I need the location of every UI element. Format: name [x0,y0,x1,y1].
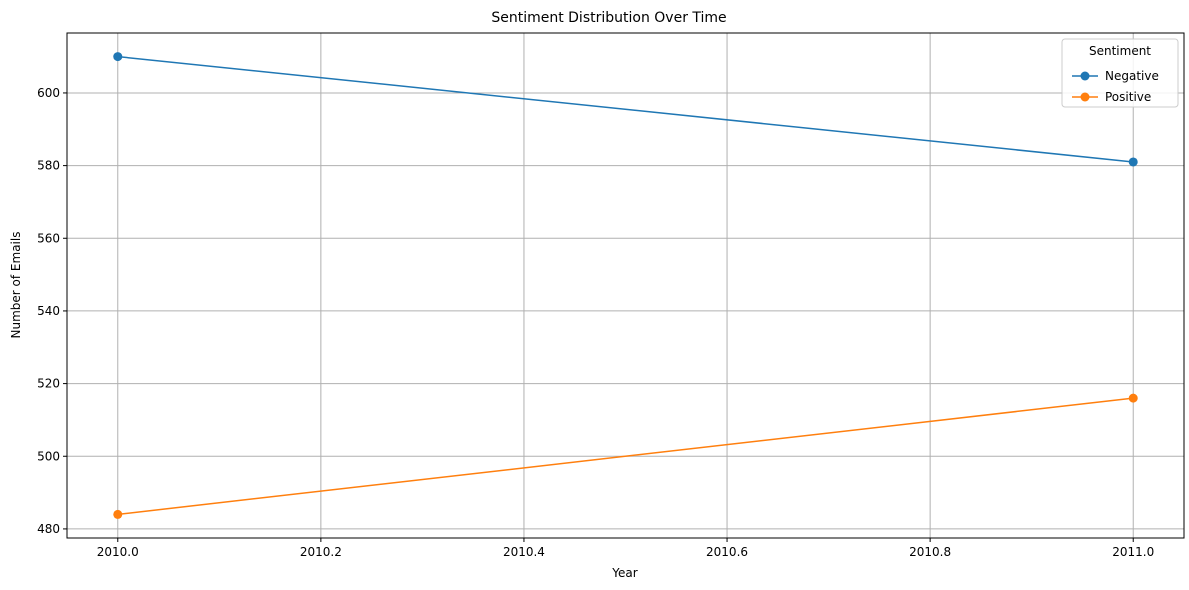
series-layer [113,52,1138,519]
x-tick-label: 2010.4 [503,545,545,559]
legend-box [1061,38,1179,108]
legend-label-negative: Negative [1105,69,1159,83]
legend: Sentiment Negative Positive [1061,38,1179,108]
y-tick-label: 500 [37,449,60,463]
y-tick-label: 580 [37,159,60,173]
y-tick-label: 600 [37,86,60,100]
y-tick-label: 540 [37,304,60,318]
data-point-positive [1128,393,1138,403]
data-point-positive [113,509,123,519]
legend-title: Sentiment [1089,44,1151,58]
y-tick-label: 480 [37,522,60,536]
x-axis-label: Year [611,566,637,580]
x-tick-label: 2010.2 [300,545,342,559]
series-line-positive [117,397,1134,516]
x-tick-label: 2010.6 [706,545,748,559]
ticks-layer: 2010.0 2010.2 2010.4 2010.6 2010.8 2011.0 480 5… [37,86,1154,559]
legend-marker-negative [1080,71,1090,81]
x-tick-label: 2011.0 [1112,545,1154,559]
y-axis-label: Number of Emails [9,232,23,339]
chart-title: Sentiment Distribution Over Time [491,10,726,26]
x-tick-label: 2010.8 [909,545,951,559]
series-line-negative [117,55,1134,163]
legend-label-positive: Positive [1105,90,1151,104]
legend-entries: Negative Positive [1072,69,1159,104]
plot-area [66,32,1185,539]
grid-layer [67,33,1184,538]
data-point-negative [1128,157,1138,167]
legend-marker-positive [1080,92,1090,102]
x-tick-label: 2010.0 [97,545,139,559]
y-tick-label: 560 [37,231,60,245]
data-point-negative [113,52,123,62]
y-tick-label: 520 [37,377,60,391]
